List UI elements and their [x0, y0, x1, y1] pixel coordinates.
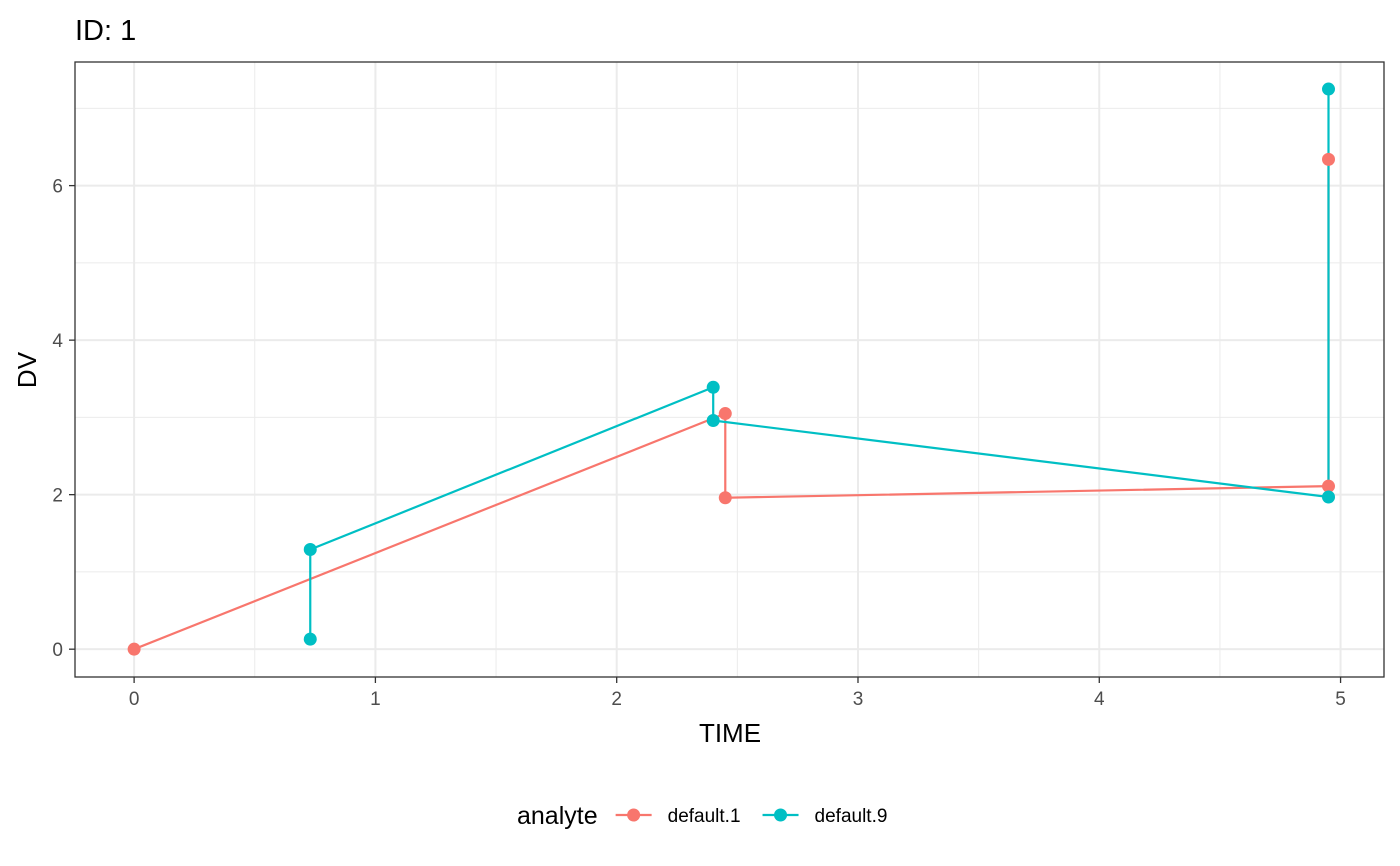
x-tick-label: 4	[1094, 689, 1105, 710]
series-line-default-9	[309, 89, 1330, 640]
data-point-default-9	[706, 413, 720, 427]
x-tick-label: 3	[853, 689, 864, 710]
y-tick-label: 6	[52, 177, 63, 198]
minor-gridlines	[75, 62, 1384, 677]
y-axis: 0 2 4 6	[52, 177, 75, 661]
legend-label-default-1: default.1	[668, 806, 741, 827]
legend-title: analyte	[517, 802, 598, 830]
data-point-default-1	[718, 491, 732, 505]
plot-panel-border	[74, 61, 1385, 678]
y-tick-label: 0	[52, 640, 63, 661]
x-axis: 0 1 2 3 4 5	[129, 677, 1346, 710]
x-tick-label: 2	[611, 689, 622, 710]
series-layer	[127, 82, 1336, 656]
x-tick-label: 5	[1335, 689, 1346, 710]
x-axis-title: TIME	[699, 718, 761, 748]
legend-key-point	[627, 808, 641, 822]
legend-key-default-9	[762, 808, 799, 822]
legend-key-default-1	[615, 808, 652, 822]
x-tick-label: 1	[370, 689, 381, 710]
data-point-default-1	[127, 642, 141, 656]
series-line-default-1	[133, 159, 1330, 651]
legend-label-default-9: default.9	[815, 806, 888, 827]
legend: analyte default.1 default.9	[517, 802, 887, 830]
data-point-default-9	[1322, 82, 1336, 96]
chart-title: ID: 1	[75, 15, 136, 47]
x-tick-label: 0	[129, 689, 140, 710]
y-tick-label: 4	[52, 331, 63, 352]
data-point-default-1	[1322, 152, 1336, 166]
data-point-default-1	[718, 407, 732, 421]
y-tick-label: 2	[52, 486, 63, 507]
data-point-default-9	[303, 632, 317, 646]
legend-key-point	[774, 808, 788, 822]
data-point-default-1	[1322, 479, 1336, 493]
y-axis-title: DV	[12, 351, 42, 388]
data-point-default-9	[1322, 490, 1336, 504]
data-point-default-9	[706, 380, 720, 394]
major-gridlines	[75, 62, 1384, 677]
data-point-default-9	[303, 543, 317, 557]
